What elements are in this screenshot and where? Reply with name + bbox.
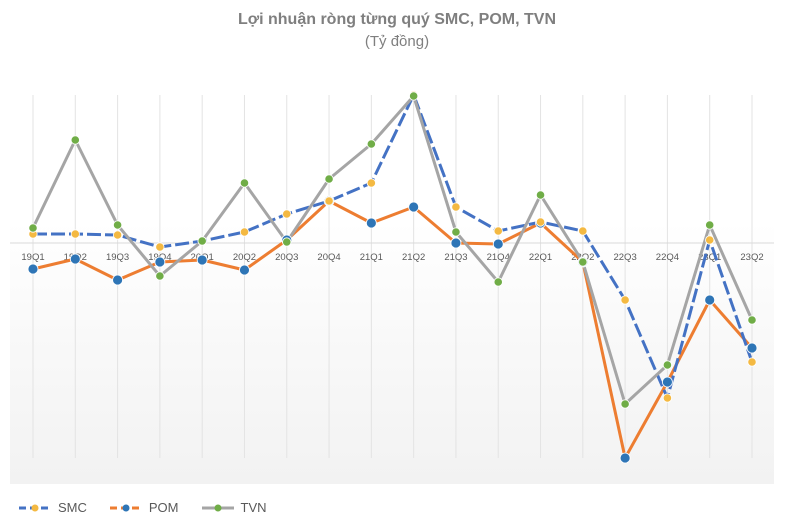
data-point-pom[interactable]	[365, 217, 377, 229]
data-point-pom[interactable]	[619, 452, 631, 464]
data-point-tvn[interactable]	[578, 257, 588, 267]
data-point-smc[interactable]	[578, 226, 588, 236]
x-tick-label: 20Q4	[317, 252, 340, 263]
data-point-tvn[interactable]	[197, 236, 207, 246]
legend-item-tvn[interactable]: TVN	[201, 500, 267, 515]
x-tick-label: 21Q4	[487, 252, 510, 263]
x-tick-label: 23Q1	[698, 252, 721, 263]
legend-item-pom[interactable]: POM	[109, 500, 179, 515]
data-point-smc[interactable]	[282, 209, 292, 219]
data-point-pom[interactable]	[154, 256, 166, 268]
legend-label-smc: SMC	[58, 500, 87, 515]
data-point-tvn[interactable]	[535, 190, 546, 200]
data-point-smc[interactable]	[324, 196, 334, 206]
series-line-tvn	[31, 94, 754, 406]
data-point-smc[interactable]	[535, 217, 546, 227]
data-point-smc[interactable]	[70, 229, 80, 239]
data-point-pom[interactable]	[196, 254, 208, 266]
legend: SMC POM TVN	[18, 500, 267, 515]
x-tick-label: 20Q3	[275, 252, 298, 263]
legend-item-smc[interactable]: SMC	[18, 500, 87, 515]
series-line-smc	[33, 93, 754, 400]
data-point-pom[interactable]	[662, 376, 673, 388]
data-point-tvn[interactable]	[282, 237, 292, 247]
smc-legend-swatch-icon	[19, 504, 51, 511]
data-point-smc[interactable]	[493, 226, 503, 236]
data-point-tvn[interactable]	[366, 139, 376, 149]
series-line-pom	[32, 199, 754, 460]
data-point-tvn[interactable]	[70, 135, 80, 145]
data-point-tvn[interactable]	[324, 174, 334, 184]
x-tick-label: 22Q4	[656, 252, 679, 263]
data-point-pom[interactable]	[492, 238, 504, 250]
data-point-smc[interactable]	[620, 295, 630, 305]
data-point-smc[interactable]	[705, 235, 715, 245]
data-point-pom[interactable]	[746, 342, 758, 354]
data-point-tvn[interactable]	[28, 223, 38, 233]
data-point-smc[interactable]	[155, 242, 165, 252]
data-point-tvn[interactable]	[705, 220, 715, 230]
data-point-tvn[interactable]	[451, 227, 461, 237]
data-point-pom[interactable]	[450, 237, 462, 249]
x-tick-label: 21Q1	[360, 252, 383, 263]
x-tick-label: 22Q3	[613, 252, 636, 263]
data-point-smc[interactable]	[239, 227, 250, 237]
x-tick-label: 22Q1	[529, 252, 552, 263]
x-tick-label: 23Q2	[740, 252, 763, 263]
data-point-smc[interactable]	[662, 393, 673, 403]
data-point-pom[interactable]	[112, 274, 123, 286]
legend-label-pom: POM	[148, 500, 179, 515]
data-point-tvn[interactable]	[239, 178, 250, 188]
data-point-tvn[interactable]	[155, 271, 165, 281]
x-tick-label: 21Q2	[402, 252, 425, 263]
data-point-pom[interactable]	[69, 253, 81, 265]
data-point-smc[interactable]	[366, 178, 376, 188]
data-point-tvn[interactable]	[112, 220, 123, 230]
data-point-pom[interactable]	[239, 264, 250, 276]
tvn-legend-swatch-icon	[201, 504, 234, 511]
x-tick-label: 19Q3	[106, 252, 129, 263]
data-point-pom[interactable]	[27, 263, 39, 275]
data-point-smc[interactable]	[747, 357, 757, 367]
data-point-smc[interactable]	[112, 230, 123, 240]
legend-label-tvn: TVN	[240, 500, 267, 515]
x-tick-label: 21Q3	[444, 252, 467, 263]
data-point-tvn[interactable]	[662, 360, 673, 370]
pom-legend-swatch-icon	[109, 504, 142, 511]
data-point-pom[interactable]	[704, 294, 716, 306]
data-point-tvn[interactable]	[620, 399, 630, 409]
data-point-pom[interactable]	[408, 201, 420, 213]
data-point-tvn[interactable]	[493, 277, 503, 287]
data-point-tvn[interactable]	[409, 91, 419, 101]
chart-subtitle: (Tỷ đồng)	[364, 33, 430, 50]
x-tick-label: 20Q2	[233, 252, 256, 263]
x-tick-label: 19Q1	[21, 252, 44, 263]
data-point-tvn[interactable]	[747, 315, 757, 325]
data-point-smc[interactable]	[451, 202, 461, 212]
chart-title: Lợi nhuận ròng từng quý SMC, POM, TVN	[237, 11, 557, 28]
